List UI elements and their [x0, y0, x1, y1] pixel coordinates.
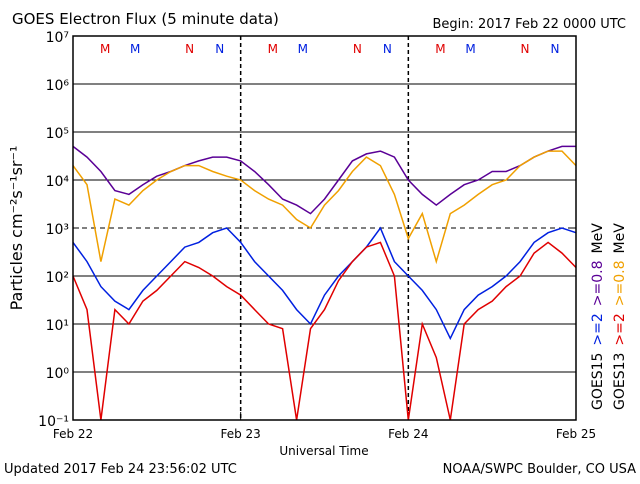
y-axis-label: Particles cm⁻²s⁻¹sr⁻¹ — [7, 146, 26, 311]
marker-label: N — [383, 42, 392, 56]
marker-label: M — [268, 42, 278, 56]
x-tick-label: Feb 24 — [388, 427, 428, 441]
series-line — [72, 241, 577, 421]
legend-entry: >=0.8 — [612, 260, 628, 306]
y-tick-label: 10¹ — [46, 318, 69, 334]
marker-label: M — [130, 42, 140, 56]
legend-entry: >=2 — [590, 313, 606, 345]
y-tick-label: 10⁰ — [46, 366, 70, 382]
footer-right: NOAA/SWPC Boulder, CO USA — [443, 462, 636, 477]
legend-column: GOES15 >=2 >=0.8 MeV — [590, 223, 606, 410]
plot-frame — [72, 35, 577, 421]
y-tick-label: 10⁷ — [46, 30, 69, 46]
y-tick-label: 10⁻¹ — [38, 414, 69, 430]
x-axis-label: Universal Time — [279, 444, 368, 458]
series-line — [72, 226, 577, 341]
y-tick-label: 10⁵ — [46, 126, 69, 142]
legend-group-label: GOES13 — [612, 353, 628, 410]
chart-subtitle: Begin: 2017 Feb 22 0000 UTC — [432, 17, 626, 32]
legend-entry: >=2 — [612, 313, 628, 345]
marker-label: N — [353, 42, 362, 56]
chart-title: GOES Electron Flux (5 minute data) — [12, 10, 279, 28]
y-tick-label: 10² — [46, 270, 69, 286]
marker-label: N — [215, 42, 224, 56]
x-tick-label: Feb 23 — [220, 427, 260, 441]
legend-unit: MeV — [612, 223, 628, 254]
series-line — [72, 150, 577, 265]
footer-left: Updated 2017 Feb 24 23:56:02 UTC — [4, 462, 237, 477]
x-tick-label: Feb 22 — [53, 427, 93, 441]
legend-unit: MeV — [590, 223, 606, 254]
marker-label: N — [551, 42, 560, 56]
y-tick-label: 10³ — [46, 222, 69, 238]
series-line — [72, 145, 576, 215]
y-tick-label: 10⁴ — [46, 174, 70, 190]
marker-label: M — [435, 42, 445, 56]
marker-label: N — [521, 42, 530, 56]
x-tick-label: Feb 25 — [556, 427, 596, 441]
legend-group-label: GOES15 — [590, 353, 606, 410]
legend-column: GOES13 >=2 >=0.8 MeV — [612, 223, 628, 410]
marker-label: M — [298, 42, 308, 56]
marker-label: M — [465, 42, 475, 56]
y-tick-label: 10⁶ — [46, 78, 70, 94]
marker-label: M — [100, 42, 110, 56]
marker-label: N — [185, 42, 194, 56]
legend-entry: >=0.8 — [590, 260, 606, 306]
